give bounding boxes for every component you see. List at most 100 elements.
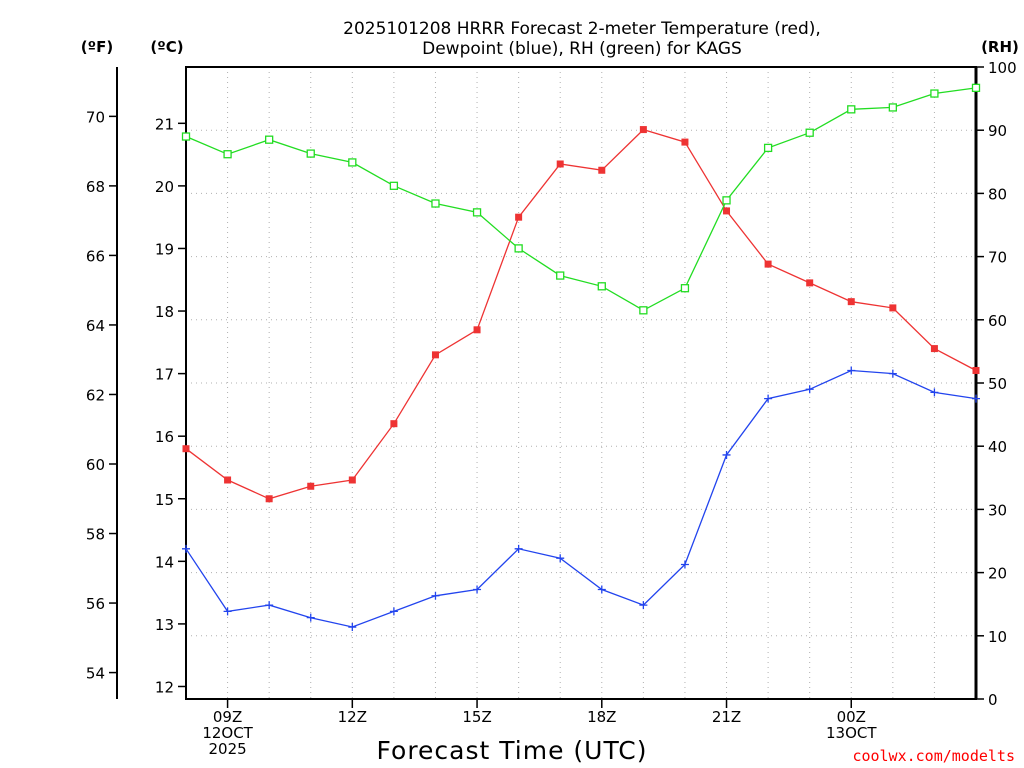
fahrenheit-tick-label: 58: [86, 526, 105, 544]
temperature-point: [307, 482, 315, 490]
x-tick-label: 21Z: [712, 708, 741, 726]
rh-point: [597, 282, 606, 291]
temperature-point: [639, 126, 647, 134]
temperature-point: [930, 345, 938, 353]
rh-point: [431, 199, 440, 208]
gridlines: [186, 67, 976, 699]
dewpoint-point: [680, 560, 689, 569]
rh-tick-label: 60: [988, 312, 1007, 330]
temperature-point: [723, 207, 731, 215]
x-tick-label: 2025: [208, 740, 246, 758]
temperature-line: [185, 128, 977, 500]
dewpoint-point: [847, 366, 856, 375]
rh-point: [348, 158, 357, 167]
celsius-tick-label: 19: [155, 240, 174, 258]
rh-point: [265, 135, 274, 144]
temperature-point: [224, 476, 232, 484]
x-tick-label: 18Z: [587, 708, 616, 726]
rh-tick-label: 50: [988, 375, 1007, 393]
rh-point: [930, 89, 939, 98]
rh-point: [223, 150, 232, 159]
fahrenheit-tick-label: 62: [86, 386, 105, 404]
temperature-point: [806, 279, 814, 287]
rh-point: [389, 181, 399, 190]
rh-tick-label: 20: [988, 565, 1007, 583]
dewpoint-point: [556, 554, 565, 563]
temperature-point: [598, 166, 606, 174]
dewpoint-point: [223, 607, 232, 616]
rh-tick-label: 70: [988, 249, 1007, 267]
temperature-point: [473, 326, 481, 334]
fahrenheit-tick-label: 68: [86, 178, 105, 196]
rh-point: [722, 196, 731, 205]
celsius-tick-label: 12: [155, 678, 174, 696]
axes: 12 13 14 15 16 17 18 19 20 21 54 56 58 60 62 64 66 68 70 0 1…: [86, 59, 1017, 758]
rh-point: [971, 83, 981, 93]
rh-point: [805, 128, 814, 137]
x-axis-label: Forecast Time (UTC): [377, 736, 648, 765]
celsius-tick-label: 20: [155, 178, 174, 196]
dewpoint-point: [722, 450, 731, 459]
dewpoint-point: [182, 544, 190, 553]
rh-unit-label: (RH): [981, 38, 1019, 56]
chart-title-line-2: Dewpoint (blue), RH (green) for KAGS: [422, 39, 742, 59]
rh-point: [556, 271, 565, 280]
celsius-tick-label: 18: [155, 303, 174, 321]
rh-tick-label: 30: [988, 501, 1007, 519]
celsius-tick-label: 15: [155, 491, 174, 509]
rh-point: [888, 103, 897, 112]
temperature-point: [556, 160, 564, 168]
fahrenheit-tick-label: 56: [86, 595, 105, 613]
temperature-point: [681, 138, 689, 146]
rh-point: [680, 284, 690, 293]
x-tick-label: 12Z: [338, 708, 367, 726]
rh-point: [763, 143, 773, 153]
dewpoint-point: [306, 613, 315, 622]
dewpoint-point: [473, 585, 482, 594]
x-tick-label: 00Z: [837, 708, 866, 726]
temperature-point: [348, 476, 356, 484]
x-tick-label: 13OCT: [826, 724, 877, 742]
temperature-point: [764, 260, 772, 268]
dewpoint-point: [972, 394, 980, 403]
temperature-point: [182, 445, 190, 453]
temperature-point: [515, 213, 523, 221]
dewpoint-point: [514, 544, 523, 553]
celsius-tick-label: 14: [155, 553, 174, 571]
fahrenheit-tick-label: 64: [86, 317, 105, 335]
fahrenheit-tick-label: 60: [86, 456, 105, 474]
dewpoint-point: [764, 394, 773, 403]
fahrenheit-tick-label: 54: [86, 665, 105, 683]
temperature-point: [847, 298, 855, 306]
dewpoint-point: [431, 591, 440, 600]
temperature-point: [972, 366, 980, 374]
rh-tick-label: 10: [988, 628, 1007, 646]
temperature-point: [431, 351, 439, 359]
fahrenheit-unit-label: (ºF): [81, 38, 113, 56]
dewpoint-point: [930, 388, 939, 397]
celsius-unit-label: (ºC): [150, 38, 183, 56]
dewpoint-line: [185, 369, 977, 628]
fahrenheit-tick-label: 66: [86, 247, 105, 265]
rh-tick-label: 90: [988, 122, 1007, 140]
x-tick-label: 09Z: [213, 708, 242, 726]
rh-point: [639, 306, 648, 315]
celsius-tick-label: 21: [155, 115, 174, 133]
temperature-point: [889, 304, 897, 312]
rh-line: [185, 87, 977, 312]
celsius-tick-label: 17: [155, 366, 174, 384]
dewpoint-point: [265, 601, 274, 610]
celsius-tick-label: 16: [155, 428, 174, 446]
celsius-tick-label: 13: [155, 616, 174, 634]
dewpoint-point: [597, 585, 606, 594]
rh-point: [472, 208, 482, 217]
rh-tick-label: 100: [988, 59, 1017, 77]
rh-point: [181, 132, 191, 141]
credit-text: coolwx.com/modelts: [852, 747, 1015, 765]
fahrenheit-tick-label: 70: [86, 108, 105, 126]
rh-point: [847, 105, 856, 114]
x-tick-label: 15Z: [462, 708, 491, 726]
rh-tick-label: 40: [988, 438, 1007, 456]
dewpoint-point: [639, 601, 648, 610]
